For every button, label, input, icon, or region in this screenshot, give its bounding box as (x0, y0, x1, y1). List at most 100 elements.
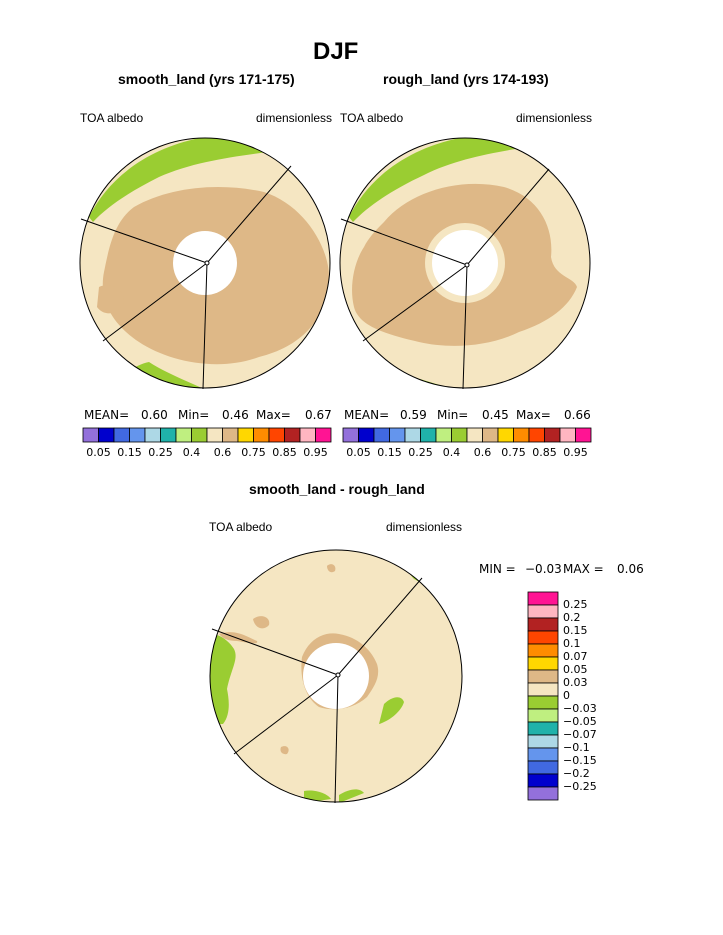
colorbar-box (175, 427, 192, 443)
panel-3-polar-map (209, 549, 463, 804)
colorbar-tick-label: 0.03 (563, 676, 588, 689)
colorbar-box (527, 773, 559, 788)
colorbar-box (451, 427, 468, 443)
colorbar-box (435, 427, 452, 443)
colorbar-box (268, 427, 285, 443)
interior-region (97, 285, 124, 314)
panel-3-min-value: −0.03 (525, 562, 562, 576)
negative-region (379, 697, 404, 724)
panel-1-min-label: Min= (178, 408, 210, 422)
panel-2-colorbar (342, 427, 592, 443)
pole-marker (335, 672, 341, 678)
panel-1-left-label: TOA albedo (80, 111, 144, 125)
panel-2-left-label: TOA albedo (340, 111, 404, 125)
colorbar-box (527, 734, 559, 749)
colorbar-tick-label: −0.1 (563, 741, 590, 754)
colorbar-tick-label: 0.25 (408, 446, 433, 459)
map-outline (209, 549, 463, 803)
colorbar-box (191, 427, 208, 443)
meridian-line (362, 264, 468, 342)
colorbar-box (404, 427, 421, 443)
panel-2-max-value: 0.66 (564, 408, 591, 422)
pole-marker (464, 262, 470, 268)
colorbar-box (389, 427, 406, 443)
panel-3-colorbar (527, 591, 559, 801)
meridian-line (102, 262, 208, 342)
meridian-line (202, 262, 208, 390)
colorbar-box (237, 427, 254, 443)
panel-3-max-label: MAX = (563, 562, 604, 576)
colorbar-box (527, 786, 559, 801)
colorbar-box (284, 427, 301, 443)
colorbar-tick-label: 0.15 (117, 446, 142, 459)
colorbar-box (513, 427, 530, 443)
colorbar-tick-label: 0.15 (563, 624, 588, 637)
colorbar-tick-label: 0.25 (563, 598, 588, 611)
colorbar-tick-label: −0.05 (563, 715, 597, 728)
colorbar-box (527, 747, 559, 762)
colorbar-tick-label: 0.05 (86, 446, 111, 459)
negative-region (339, 789, 364, 802)
meridian-line (206, 165, 292, 264)
colorbar-tick-label: −0.03 (563, 702, 597, 715)
colorbar-box (544, 427, 561, 443)
colorbar-tick-label: −0.15 (563, 754, 597, 767)
colorbar-box (527, 591, 559, 606)
colorbar-tick-label: 0.75 (241, 446, 266, 459)
colorbar-box (98, 427, 115, 443)
colorbar-tick-label: −0.2 (563, 767, 590, 780)
colorbar-box (482, 427, 499, 443)
patch-region (327, 564, 336, 573)
panel-2-title: rough_land (yrs 174-193) (383, 71, 549, 87)
colorbar-tick-label: 0.2 (563, 611, 581, 624)
panel-1-right-label: dimensionless (256, 111, 333, 125)
meridian-line (340, 218, 468, 266)
colorbar-tick-label: 0.6 (213, 446, 232, 459)
colorbar-tick-label: 0.1 (563, 637, 581, 650)
panel-1-max-value: 0.67 (305, 408, 332, 422)
colorbar-box (527, 695, 559, 710)
map-outline (339, 137, 591, 389)
colorbar-box (527, 643, 559, 658)
colorbar-box (527, 669, 559, 684)
colorbar-box (160, 427, 177, 443)
panel-1-title: smooth_land (yrs 171-175) (118, 71, 295, 87)
colorbar-box (466, 427, 483, 443)
colorbar-tick-label: 0.75 (501, 446, 526, 459)
meridian-line (80, 218, 208, 264)
panel-3-title: smooth_land - rough_land (249, 481, 425, 497)
panel-3-right-label: dimensionless (386, 520, 463, 534)
colorbar-tick-label: 0.6 (473, 446, 492, 459)
panel-2-min-value: 0.45 (482, 408, 509, 422)
colorbar-box (528, 427, 545, 443)
colorbar-box (527, 682, 559, 697)
panel-2-max-label: Max= (516, 408, 551, 422)
panel-1-polar-map (79, 137, 331, 390)
panel-2-mean-label: MEAN= (344, 408, 390, 422)
panel-2-right-label: dimensionless (516, 111, 593, 125)
panel-1-mean-value: 0.60 (141, 408, 168, 422)
panel-2-min-label: Min= (437, 408, 469, 422)
colorbar-box (527, 760, 559, 775)
colorbar-tick-label: 0.4 (182, 446, 201, 459)
colorbar-box (206, 427, 223, 443)
colorbar-tick-label: 0.25 (148, 446, 173, 459)
colorbar-box (527, 630, 559, 645)
colorbar-box (82, 427, 99, 443)
panel-1-min-value: 0.46 (222, 408, 249, 422)
colorbar-tick-label: 0.4 (442, 446, 461, 459)
colorbar-box (299, 427, 316, 443)
meridian-line (337, 577, 423, 676)
colorbar-tick-label: 0.05 (346, 446, 371, 459)
meridian-line (466, 168, 550, 266)
meridian-line (334, 674, 339, 804)
colorbar-tick-label: 0.07 (563, 650, 588, 663)
colorbar-box (129, 427, 146, 443)
panel-3-left-label: TOA albedo (209, 520, 273, 534)
colorbar-tick-label: −0.07 (563, 728, 597, 741)
colorbar-tick-label: 0.05 (563, 663, 588, 676)
colorbar-tick-label: 0.95 (303, 446, 328, 459)
colorbar-box (253, 427, 270, 443)
colorbar-box (342, 427, 359, 443)
colorbar-box (113, 427, 130, 443)
